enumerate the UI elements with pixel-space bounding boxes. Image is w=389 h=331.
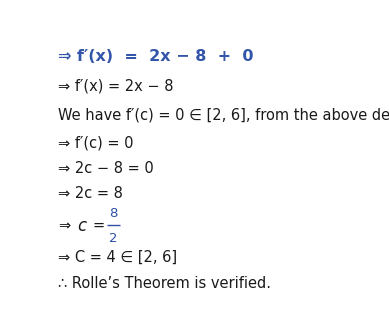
Text: 2: 2: [109, 232, 118, 245]
Text: ⇒ C = 4 ∈ [2, 6]: ⇒ C = 4 ∈ [2, 6]: [58, 250, 177, 265]
Text: ⇒ f′(x) = 2x − 8: ⇒ f′(x) = 2x − 8: [58, 78, 173, 93]
Text: ⇒ 2c − 8 = 0: ⇒ 2c − 8 = 0: [58, 161, 153, 176]
Text: c: c: [77, 217, 86, 235]
Text: ⇒: ⇒: [58, 218, 70, 233]
Text: ⇒ f′(x)  =  2x − 8  +  0: ⇒ f′(x) = 2x − 8 + 0: [58, 49, 253, 64]
Text: ∴ Rolle’s Theorem is verified.: ∴ Rolle’s Theorem is verified.: [58, 276, 271, 291]
Text: We have f′(c) = 0 ∈ [2, 6], from the above definition: We have f′(c) = 0 ∈ [2, 6], from the abo…: [58, 107, 389, 122]
Text: ⇒ f′(c) = 0: ⇒ f′(c) = 0: [58, 135, 133, 151]
Text: ⇒ 2c = 8: ⇒ 2c = 8: [58, 186, 123, 202]
Text: 8: 8: [109, 207, 117, 219]
Text: =: =: [92, 218, 105, 233]
